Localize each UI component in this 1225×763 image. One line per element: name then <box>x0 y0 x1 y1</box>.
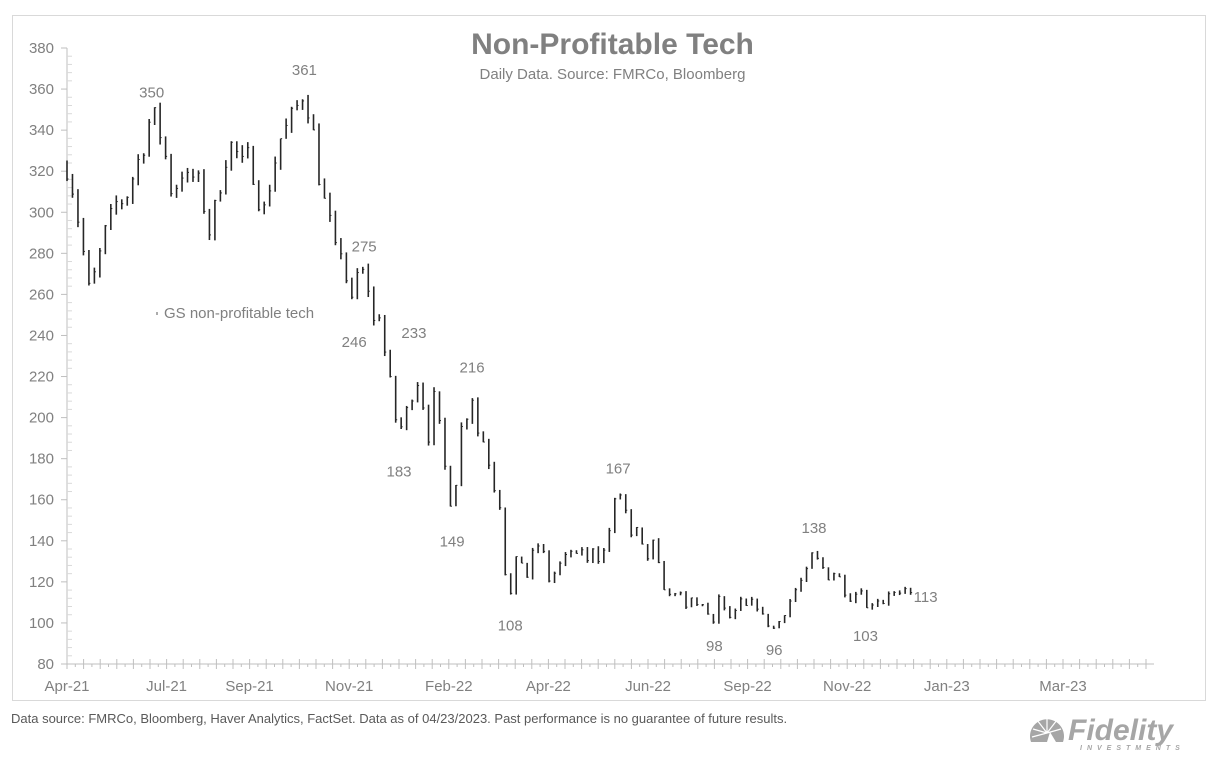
series-bars <box>66 94 913 629</box>
x-tick-label: Jun-22 <box>625 678 671 695</box>
y-tick-label: 320 <box>29 163 54 180</box>
data-label: 103 <box>853 628 878 645</box>
data-label: 138 <box>801 520 826 537</box>
chart-frame <box>12 15 1206 701</box>
chart-subtitle: Daily Data. Source: FMRCo, Bloomberg <box>479 66 746 83</box>
x-tick-label: Jan-23 <box>924 678 970 695</box>
x-tick-label: Mar-23 <box>1039 678 1087 695</box>
x-tick-label: Nov-21 <box>325 678 373 695</box>
legend-label: GS non-profitable tech <box>164 305 314 322</box>
y-tick-label: 280 <box>29 245 54 262</box>
data-label: 361 <box>292 62 317 79</box>
x-tick-label: Jul-21 <box>146 678 187 695</box>
data-label: 275 <box>352 239 377 256</box>
y-tick-label: 200 <box>29 410 54 427</box>
data-label: 149 <box>440 533 465 550</box>
y-tick-label: 120 <box>29 574 54 591</box>
y-tick-label: 260 <box>29 286 54 303</box>
x-tick-label: Sep-22 <box>723 678 771 695</box>
data-label: 96 <box>766 642 783 659</box>
y-tick-label: 300 <box>29 204 54 221</box>
chart-title: Non-Profitable Tech <box>471 28 754 61</box>
data-label: 98 <box>706 638 723 655</box>
x-tick-label: Apr-22 <box>526 678 571 695</box>
y-tick-label: 220 <box>29 369 54 386</box>
data-label: 350 <box>139 85 164 102</box>
data-label: 183 <box>386 464 411 481</box>
y-tick-label: 100 <box>29 615 54 632</box>
data-label: 233 <box>401 325 426 342</box>
x-tick-label: Feb-22 <box>425 678 473 695</box>
x-axis: Apr-21 Jul-21 Sep-21 Nov-21 Feb-22 Apr-22 Jun-… <box>44 659 1154 695</box>
y-tick-label: 240 <box>29 327 54 344</box>
y-tick-label: 360 <box>29 81 54 98</box>
y-tick-label: 180 <box>29 451 54 468</box>
y-tick-label: 380 <box>29 40 54 57</box>
data-label: 108 <box>498 618 523 635</box>
fidelity-logo: Fidelity INVESTMENTS <box>1030 714 1185 752</box>
footnote: Data source: FMRCo, Bloomberg, Haver Ana… <box>11 711 788 726</box>
y-axis: 80 100 120 140 160 180 200 220 240 260 280 300 320 34… <box>29 40 72 673</box>
x-tick-label: Nov-22 <box>823 678 871 695</box>
data-label: 216 <box>460 360 485 377</box>
logo-wordmark: Fidelity <box>1068 714 1174 747</box>
x-tick-label: Apr-21 <box>44 678 89 695</box>
annotations: 350 361 275 246 233 183 216 149 108 167 98 96 138 103… <box>139 62 937 659</box>
starburst-icon <box>1030 716 1064 742</box>
data-label: 246 <box>342 334 367 351</box>
logo-subtext: INVESTMENTS <box>1080 745 1185 752</box>
y-tick-label: 140 <box>29 533 54 550</box>
y-tick-label: 160 <box>29 492 54 509</box>
data-label: 167 <box>606 460 631 477</box>
y-tick-label: 340 <box>29 122 54 139</box>
legend: GS non-profitable tech <box>156 305 314 322</box>
data-label: 113 <box>914 589 938 606</box>
x-tick-label: Sep-21 <box>225 678 273 695</box>
y-tick-label: 80 <box>37 656 54 673</box>
